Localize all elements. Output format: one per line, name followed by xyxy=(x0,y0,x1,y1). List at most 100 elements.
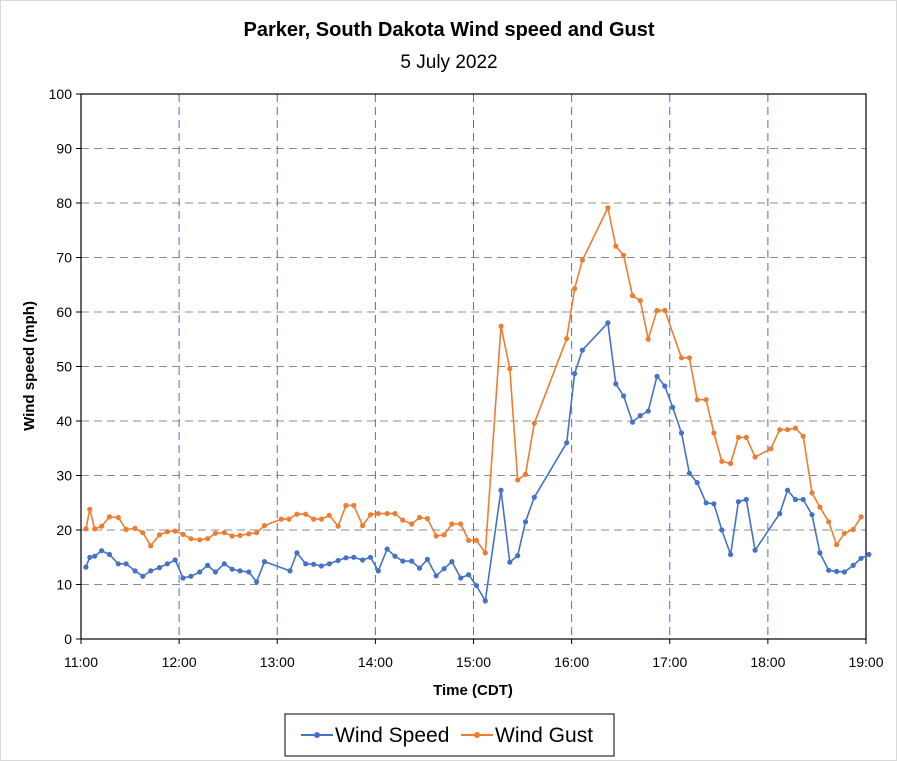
data-point-wind-gust xyxy=(522,471,529,477)
data-point-wind-gust xyxy=(360,523,366,529)
data-point-wind-speed xyxy=(83,564,89,570)
data-point-wind-speed xyxy=(400,558,406,564)
data-point-wind-gust xyxy=(711,430,717,436)
data-point-wind-gust xyxy=(834,542,840,548)
data-point-wind-speed xyxy=(752,547,758,553)
data-point-wind-speed xyxy=(254,579,260,585)
data-point-wind-speed xyxy=(784,487,791,493)
data-point-wind-gust xyxy=(286,516,292,522)
data-point-wind-gust xyxy=(637,298,643,304)
data-point-wind-gust xyxy=(156,532,163,538)
y-tick-label: 100 xyxy=(49,86,73,102)
data-point-wind-speed xyxy=(572,371,578,377)
data-point-wind-gust xyxy=(703,397,709,403)
data-point-wind-gust xyxy=(375,510,381,517)
data-point-wind-speed xyxy=(409,558,415,564)
legend-box xyxy=(284,713,615,757)
data-point-wind-speed xyxy=(703,500,709,506)
data-point-wind-gust xyxy=(498,323,504,329)
data-point-wind-speed xyxy=(670,404,676,410)
data-point-wind-gust xyxy=(99,523,105,529)
data-point-wind-gust xyxy=(629,293,636,299)
y-tick-label: 30 xyxy=(56,468,72,484)
data-point-wind-gust xyxy=(441,532,447,538)
data-point-wind-gust xyxy=(613,243,619,249)
x-tick-label: 19:00 xyxy=(848,654,883,670)
data-point-wind-gust xyxy=(482,550,488,556)
data-point-wind-gust xyxy=(229,533,235,539)
x-tick-label: 11:00 xyxy=(64,654,98,670)
data-point-wind-speed xyxy=(686,470,693,476)
data-point-wind-speed xyxy=(466,572,472,578)
data-point-wind-gust xyxy=(367,512,374,518)
data-point-wind-gust xyxy=(318,516,324,522)
y-tick-label: 40 xyxy=(56,413,72,429)
data-point-wind-gust xyxy=(784,427,791,433)
data-point-wind-gust xyxy=(800,433,806,439)
data-point-wind-speed xyxy=(441,566,447,572)
data-point-wind-speed xyxy=(221,561,227,567)
data-point-wind-speed xyxy=(335,557,341,564)
data-point-wind-speed xyxy=(777,510,783,517)
x-tick-label: 14:00 xyxy=(358,654,393,670)
data-point-wind-gust xyxy=(662,307,668,313)
data-point-wind-gust xyxy=(180,531,186,538)
data-point-wind-speed xyxy=(188,573,194,579)
data-point-wind-gust xyxy=(768,446,774,452)
data-point-wind-gust xyxy=(694,397,700,403)
data-point-wind-speed xyxy=(711,501,717,507)
y-tick-label: 80 xyxy=(56,195,72,211)
series-wind-gust xyxy=(83,205,864,556)
data-point-wind-gust xyxy=(458,521,464,527)
data-point-wind-gust xyxy=(335,523,341,529)
data-point-wind-speed xyxy=(237,568,243,574)
legend-marker-wind-gust xyxy=(474,732,480,738)
data-point-wind-speed xyxy=(800,496,806,503)
data-point-wind-gust xyxy=(564,336,570,342)
data-point-wind-speed xyxy=(140,573,146,579)
data-point-wind-gust xyxy=(743,434,749,440)
data-point-wind-gust xyxy=(728,460,734,467)
data-point-wind-speed xyxy=(637,413,643,419)
data-point-wind-gust xyxy=(678,355,685,361)
data-point-wind-gust xyxy=(261,523,268,529)
data-point-wind-gust xyxy=(115,514,121,521)
data-point-wind-gust xyxy=(424,516,430,522)
data-point-wind-gust xyxy=(409,521,415,527)
data-point-wind-speed xyxy=(92,553,98,559)
chart-title: Parker, South Dakota Wind speed and Gust xyxy=(243,19,654,41)
data-point-wind-speed xyxy=(384,546,390,552)
data-point-wind-speed xyxy=(148,568,154,574)
data-point-wind-speed xyxy=(197,569,203,575)
data-point-wind-speed xyxy=(106,551,113,558)
data-point-wind-gust xyxy=(212,530,218,536)
y-axis-ticks: 0 10 20 30 40 50 60 70 80 90 100 xyxy=(49,86,81,647)
data-point-wind-speed xyxy=(719,527,725,533)
data-point-wind-speed xyxy=(87,554,93,560)
data-point-wind-speed xyxy=(850,562,856,569)
series-layer xyxy=(83,205,872,604)
data-point-wind-gust xyxy=(140,530,146,536)
data-point-wind-gust xyxy=(311,516,317,522)
data-point-wind-speed xyxy=(613,381,619,387)
data-point-wind-speed xyxy=(326,561,332,567)
chart-subtitle: 5 July 2022 xyxy=(400,52,497,73)
data-point-wind-speed xyxy=(473,583,479,589)
data-point-wind-speed xyxy=(866,551,872,558)
data-point-wind-gust xyxy=(858,514,864,520)
data-point-wind-speed xyxy=(629,419,636,425)
data-point-wind-gust xyxy=(92,526,98,532)
data-point-wind-speed xyxy=(375,568,381,574)
data-point-wind-speed xyxy=(522,519,529,525)
data-point-wind-gust xyxy=(777,427,783,433)
data-point-wind-gust xyxy=(343,502,349,509)
data-point-wind-speed xyxy=(229,566,235,572)
x-axis-ticks: 11:00 12:00 13:00 14:00 15:00 16:00 17:00 18:00… xyxy=(64,639,884,670)
legend: Wind Speed Wind Gust xyxy=(284,713,615,757)
data-point-wind-speed xyxy=(834,568,840,575)
data-point-wind-speed xyxy=(826,567,832,573)
data-point-wind-gust xyxy=(531,420,537,426)
data-point-wind-gust xyxy=(221,530,227,536)
data-point-wind-gust xyxy=(515,477,521,483)
data-point-wind-gust xyxy=(384,510,390,517)
